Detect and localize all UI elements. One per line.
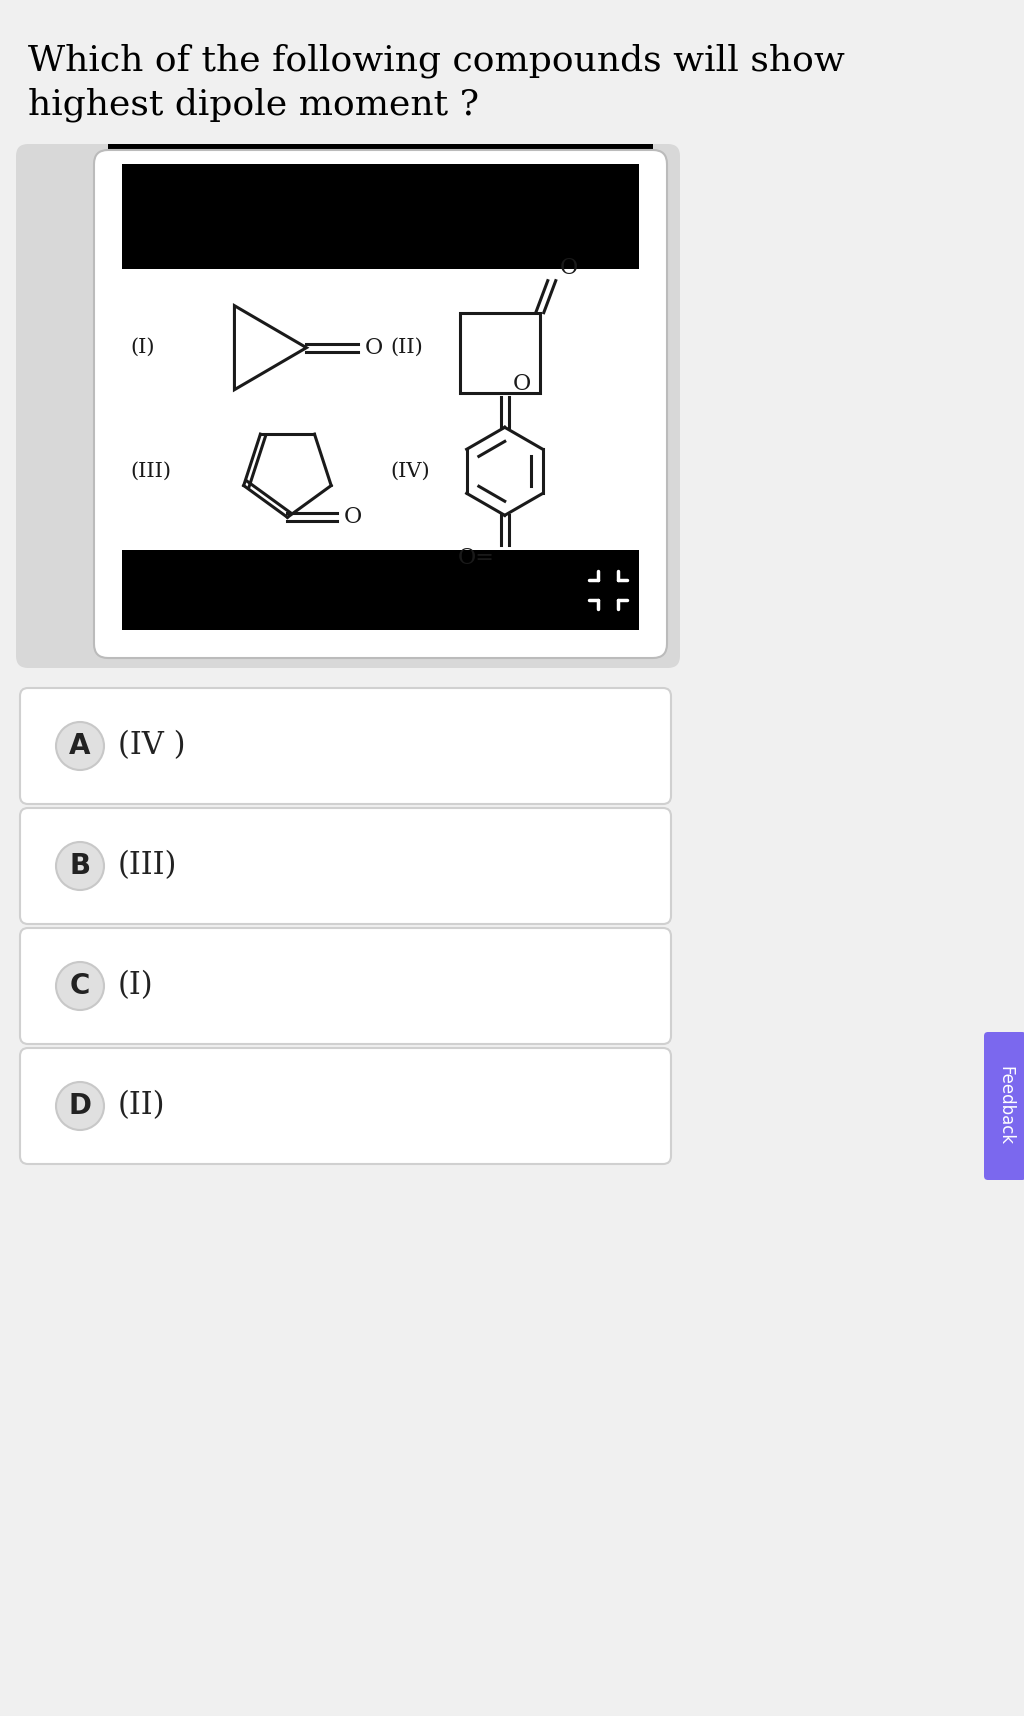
Text: (IV): (IV) [391, 462, 430, 480]
FancyBboxPatch shape [108, 144, 653, 269]
Circle shape [56, 843, 104, 891]
Circle shape [56, 963, 104, 1011]
Text: C: C [70, 971, 90, 1000]
Bar [122, 165, 639, 269]
Text: highest dipole moment ?: highest dipole moment ? [28, 88, 479, 122]
Text: O: O [560, 257, 578, 278]
FancyBboxPatch shape [108, 544, 653, 644]
Text: (II): (II) [391, 338, 424, 357]
Text: Feedback: Feedback [996, 1066, 1014, 1146]
FancyBboxPatch shape [20, 808, 671, 923]
Text: O: O [365, 336, 383, 359]
Circle shape [56, 722, 104, 770]
Bar [460, 312, 540, 393]
FancyBboxPatch shape [94, 149, 667, 657]
Text: A: A [70, 733, 91, 760]
Text: (III): (III) [130, 462, 171, 480]
FancyBboxPatch shape [20, 928, 671, 1043]
Text: (III): (III) [118, 851, 177, 882]
FancyBboxPatch shape [20, 688, 671, 805]
Text: O: O [343, 506, 361, 529]
Text: O=: O= [458, 547, 495, 570]
FancyBboxPatch shape [20, 1048, 671, 1163]
Text: (IV ): (IV ) [118, 731, 185, 762]
Text: B: B [70, 853, 90, 880]
Text: O: O [513, 374, 531, 395]
FancyBboxPatch shape [984, 1031, 1024, 1181]
Circle shape [56, 1083, 104, 1131]
Text: (II): (II) [118, 1090, 166, 1122]
Text: (I): (I) [130, 338, 155, 357]
FancyBboxPatch shape [16, 144, 680, 668]
Bar [122, 551, 639, 630]
Text: Which of the following compounds will show: Which of the following compounds will sh… [28, 45, 845, 79]
Text: D: D [69, 1091, 91, 1121]
Text: (I): (I) [118, 971, 154, 1002]
